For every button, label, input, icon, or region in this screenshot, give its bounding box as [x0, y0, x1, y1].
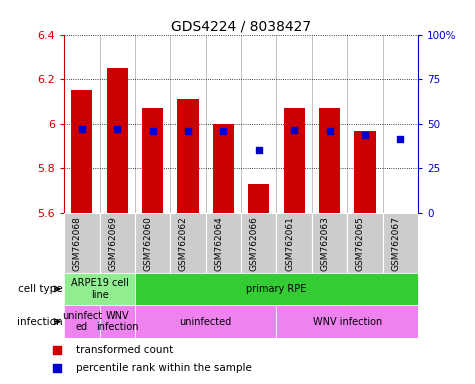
Text: WNV
infection: WNV infection — [96, 311, 138, 333]
Text: GSM762065: GSM762065 — [356, 216, 365, 271]
FancyBboxPatch shape — [383, 213, 418, 273]
Text: ARPE19 cell
line: ARPE19 cell line — [71, 278, 128, 300]
Text: GSM762069: GSM762069 — [108, 216, 117, 271]
Bar — [71, 90, 93, 213]
FancyBboxPatch shape — [64, 273, 135, 305]
Point — [149, 128, 156, 134]
FancyBboxPatch shape — [170, 213, 206, 273]
FancyBboxPatch shape — [312, 213, 347, 273]
Text: GSM762061: GSM762061 — [285, 216, 294, 271]
Point — [326, 128, 333, 134]
Point — [184, 128, 192, 134]
Text: GSM762067: GSM762067 — [391, 216, 400, 271]
Point — [397, 136, 404, 142]
Point — [114, 126, 121, 132]
Text: WNV infection: WNV infection — [313, 316, 382, 327]
FancyBboxPatch shape — [99, 213, 135, 273]
Point — [361, 131, 369, 137]
Text: GSM762062: GSM762062 — [179, 216, 188, 271]
Text: primary RPE: primary RPE — [246, 284, 307, 294]
Bar — [106, 68, 128, 213]
Title: GDS4224 / 8038427: GDS4224 / 8038427 — [171, 20, 311, 33]
FancyBboxPatch shape — [347, 213, 383, 273]
Text: percentile rank within the sample: percentile rank within the sample — [76, 362, 252, 373]
FancyBboxPatch shape — [99, 305, 135, 338]
Text: uninfected: uninfected — [180, 316, 232, 327]
Bar — [248, 184, 269, 213]
Bar — [284, 108, 305, 213]
FancyBboxPatch shape — [64, 305, 99, 338]
Text: infection: infection — [17, 316, 62, 327]
Text: GSM762068: GSM762068 — [73, 216, 82, 271]
Text: GSM762064: GSM762064 — [214, 216, 223, 271]
Text: transformed count: transformed count — [76, 345, 173, 356]
Bar — [354, 131, 376, 213]
Point — [255, 147, 263, 153]
FancyBboxPatch shape — [276, 213, 312, 273]
Point — [54, 365, 61, 371]
Bar — [319, 108, 340, 213]
FancyBboxPatch shape — [241, 213, 276, 273]
FancyBboxPatch shape — [64, 213, 99, 273]
Point — [219, 128, 227, 134]
Text: cell type: cell type — [18, 284, 62, 294]
Point — [290, 127, 298, 133]
Text: GSM762060: GSM762060 — [143, 216, 152, 271]
Bar — [177, 99, 199, 213]
Bar — [142, 108, 163, 213]
FancyBboxPatch shape — [206, 213, 241, 273]
FancyBboxPatch shape — [276, 305, 418, 338]
Point — [54, 347, 61, 353]
Text: GSM762066: GSM762066 — [250, 216, 259, 271]
Bar — [213, 124, 234, 213]
Text: uninfect
ed: uninfect ed — [62, 311, 102, 333]
FancyBboxPatch shape — [135, 305, 276, 338]
FancyBboxPatch shape — [135, 213, 170, 273]
Text: GSM762063: GSM762063 — [321, 216, 330, 271]
Point — [78, 126, 86, 132]
FancyBboxPatch shape — [135, 273, 418, 305]
